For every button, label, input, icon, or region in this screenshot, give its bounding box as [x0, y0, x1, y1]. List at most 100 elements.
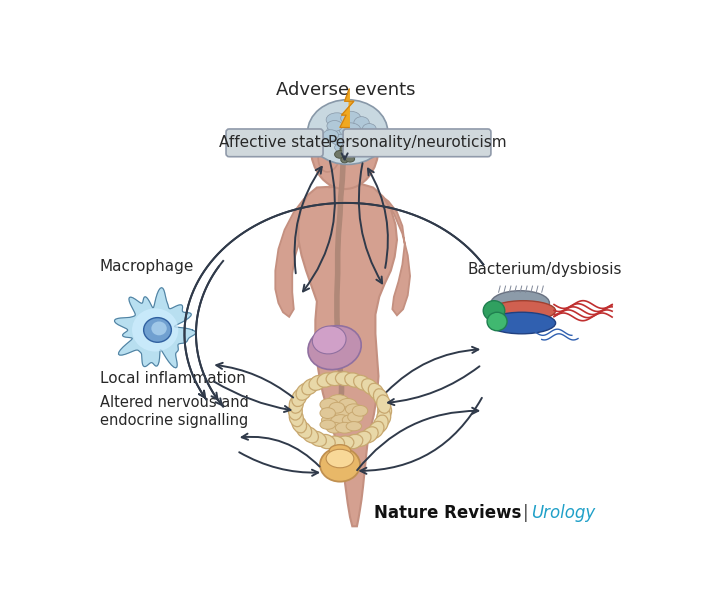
Ellipse shape [329, 403, 344, 413]
Ellipse shape [491, 301, 556, 321]
Ellipse shape [334, 143, 350, 152]
Ellipse shape [331, 134, 349, 145]
Ellipse shape [290, 395, 303, 413]
FancyBboxPatch shape [226, 129, 323, 157]
Ellipse shape [328, 395, 349, 409]
Ellipse shape [317, 373, 335, 387]
Ellipse shape [296, 383, 312, 400]
Ellipse shape [329, 445, 351, 457]
Ellipse shape [346, 422, 362, 431]
Polygon shape [115, 287, 196, 368]
Ellipse shape [336, 422, 354, 433]
Text: Urology: Urology [531, 503, 595, 521]
Ellipse shape [132, 308, 178, 352]
Ellipse shape [368, 421, 384, 439]
Ellipse shape [318, 139, 340, 172]
Ellipse shape [344, 373, 363, 387]
Ellipse shape [327, 121, 342, 131]
Polygon shape [378, 194, 410, 316]
Ellipse shape [345, 404, 362, 415]
Ellipse shape [302, 427, 318, 443]
Text: Adverse events: Adverse events [277, 81, 416, 99]
Ellipse shape [334, 151, 345, 158]
Ellipse shape [362, 427, 378, 443]
Ellipse shape [353, 129, 370, 141]
Ellipse shape [340, 145, 352, 154]
Ellipse shape [321, 415, 340, 425]
Ellipse shape [355, 136, 371, 146]
Polygon shape [340, 89, 354, 127]
Ellipse shape [342, 415, 360, 425]
Ellipse shape [292, 415, 307, 433]
Ellipse shape [308, 100, 388, 164]
Ellipse shape [365, 132, 378, 141]
Ellipse shape [342, 134, 362, 146]
Polygon shape [298, 184, 397, 526]
Ellipse shape [373, 389, 388, 407]
FancyBboxPatch shape [343, 129, 491, 157]
Ellipse shape [308, 326, 361, 370]
Ellipse shape [348, 412, 363, 422]
Text: Nature Reviews: Nature Reviews [374, 503, 522, 521]
Ellipse shape [362, 124, 376, 134]
Ellipse shape [354, 375, 371, 391]
Polygon shape [329, 161, 351, 187]
Ellipse shape [320, 448, 360, 482]
Ellipse shape [352, 406, 367, 416]
Ellipse shape [320, 420, 336, 429]
Ellipse shape [344, 434, 363, 449]
Ellipse shape [378, 401, 391, 420]
Ellipse shape [309, 431, 326, 446]
Ellipse shape [326, 371, 344, 386]
Ellipse shape [323, 130, 339, 140]
Ellipse shape [336, 371, 354, 386]
Text: Altered nervous and
endocrine signalling: Altered nervous and endocrine signalling [100, 395, 248, 428]
Ellipse shape [368, 383, 384, 400]
Ellipse shape [331, 415, 351, 427]
Ellipse shape [483, 301, 505, 321]
Text: |: | [523, 503, 529, 521]
Ellipse shape [326, 113, 348, 127]
Ellipse shape [320, 398, 339, 411]
Ellipse shape [377, 409, 391, 427]
Ellipse shape [309, 375, 326, 391]
Ellipse shape [354, 431, 371, 446]
Ellipse shape [373, 415, 388, 433]
Ellipse shape [290, 409, 303, 427]
Ellipse shape [345, 156, 355, 162]
Text: Affective state: Affective state [219, 136, 330, 151]
Ellipse shape [302, 379, 318, 395]
Ellipse shape [487, 312, 507, 331]
Ellipse shape [347, 150, 357, 157]
Text: Personality/neuroticism: Personality/neuroticism [327, 136, 507, 151]
Ellipse shape [341, 157, 349, 163]
Ellipse shape [377, 395, 391, 413]
Ellipse shape [336, 407, 354, 419]
Text: Macrophage: Macrophage [100, 259, 194, 274]
Ellipse shape [288, 401, 303, 420]
Ellipse shape [341, 111, 361, 125]
Ellipse shape [354, 116, 369, 129]
Ellipse shape [339, 398, 357, 411]
Ellipse shape [336, 436, 354, 450]
Ellipse shape [326, 449, 354, 468]
Ellipse shape [317, 434, 335, 449]
Ellipse shape [339, 123, 361, 137]
Ellipse shape [320, 408, 336, 419]
Ellipse shape [326, 436, 344, 450]
Text: Local inflammation: Local inflammation [100, 371, 245, 386]
Text: Bacterium/dysbiosis: Bacterium/dysbiosis [468, 262, 622, 277]
Ellipse shape [362, 379, 378, 395]
Ellipse shape [313, 326, 346, 354]
Polygon shape [275, 191, 317, 317]
Ellipse shape [310, 106, 378, 189]
Ellipse shape [292, 389, 307, 407]
Ellipse shape [144, 317, 171, 342]
Ellipse shape [296, 421, 312, 439]
Ellipse shape [327, 124, 347, 137]
Ellipse shape [488, 312, 556, 334]
Ellipse shape [491, 290, 549, 316]
Ellipse shape [326, 422, 343, 433]
Ellipse shape [325, 406, 344, 419]
Ellipse shape [152, 322, 167, 335]
